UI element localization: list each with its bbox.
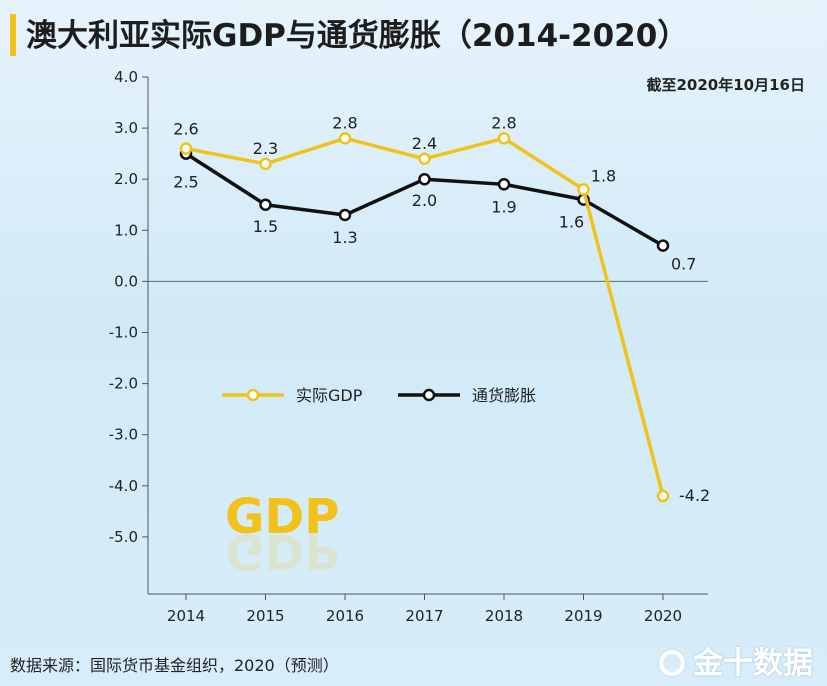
y-tick-label: -5.0: [109, 528, 138, 546]
y-tick-label: 2.0: [114, 170, 138, 188]
gdp-data-label: 2.4: [412, 134, 437, 153]
gdp-point: [179, 142, 193, 155]
inflation-data-label: 0.7: [671, 255, 696, 274]
legend: 实际GDP 通货膨胀: [222, 386, 536, 405]
gdp-point: [338, 132, 352, 145]
gdp-point: [497, 132, 511, 145]
gdp-data-label: 2.3: [253, 139, 278, 158]
chart-title: 澳大利亚实际GDP与通货膨胀（2014-2020）: [26, 18, 689, 54]
y-tick-label: 4.0: [114, 68, 138, 86]
title-accent-bar: [10, 14, 16, 56]
gdp-data-label: 2.8: [332, 113, 357, 132]
gdp-legend-label: 实际GDP: [296, 386, 363, 405]
decorative-gdp-reflection: GDP: [225, 523, 339, 579]
gdp-point: [656, 489, 670, 503]
inflation-point: [418, 172, 431, 186]
y-tick-label: -1.0: [109, 324, 138, 342]
inflation-point: [338, 208, 352, 222]
inflation-legend-label: 通货膨胀: [472, 386, 536, 405]
inflation-data-label: 1.9: [491, 197, 516, 216]
gdp-point: [259, 157, 272, 171]
brand-logo-icon: [659, 650, 685, 676]
y-tick-label: 0.0: [114, 272, 138, 290]
inflation-data-label: 1.3: [332, 228, 357, 247]
inflation-data-label: 1.6: [559, 213, 584, 232]
gdp-data-label: 2.6: [173, 120, 198, 139]
brand-logo: 金十数据: [659, 638, 813, 682]
series-layer: [179, 132, 670, 503]
y-tick-label: -2.0: [109, 375, 138, 393]
gdp-data-label: 1.8: [591, 166, 616, 185]
inflation-legend-marker: [422, 388, 436, 402]
x-tick-label: 2018: [485, 607, 523, 625]
inflation-point: [656, 239, 670, 252]
x-tick-label: 2019: [564, 607, 602, 625]
x-tick-label: 2015: [246, 607, 284, 625]
gdp-data-label: -4.2: [679, 486, 710, 505]
decorative-gdp-text: GDP: [225, 489, 339, 545]
as-of-date: 截至2020年10月16日: [646, 76, 806, 94]
inflation-point: [497, 178, 511, 191]
brand-name: 金十数据: [693, 646, 813, 681]
x-tick-label: 2017: [405, 607, 443, 625]
x-tick-label: 2014: [167, 607, 205, 625]
axes: 4.0 3.0 2.0 1.0 0.0 -1.0 -2.0 -3.0 -4.0 -5.0 2014 2…: [109, 68, 708, 625]
gdp-data-label: 2.8: [491, 113, 516, 132]
y-tick-label: 1.0: [114, 221, 138, 239]
y-tick-label: 3.0: [114, 119, 138, 137]
y-tick-label: -4.0: [109, 477, 138, 495]
gdp-point: [577, 183, 590, 196]
decoration-layer: GDP GDP: [225, 489, 339, 579]
data-labels: 2.6 2.3 2.8 2.4 2.8 1.8 -4.2 2.5 1.5 1.3 2.0 1.9 1.6…: [173, 113, 710, 505]
inflation-data-label: 2.0: [412, 191, 437, 210]
gdp-point: [418, 152, 431, 166]
gdp-legend-marker: [246, 388, 260, 402]
y-tick-label: -3.0: [109, 426, 138, 444]
data-source: 数据来源：国际货币基金组织，2020（预测）: [10, 656, 339, 675]
inflation-point: [259, 198, 272, 211]
x-tick-label: 2016: [326, 607, 364, 625]
x-tick-label: 2020: [644, 607, 682, 625]
inflation-data-label: 2.5: [173, 173, 198, 192]
inflation-data-label: 1.5: [253, 217, 278, 236]
